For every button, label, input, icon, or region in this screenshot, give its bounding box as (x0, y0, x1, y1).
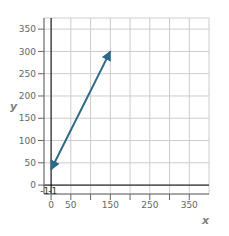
svg-text:100: 100 (19, 136, 36, 146)
svg-text:200: 200 (19, 91, 36, 101)
svg-text:150: 150 (102, 200, 119, 210)
svg-text:350: 350 (181, 200, 198, 210)
svg-text:x: x (201, 214, 210, 227)
svg-text:250: 250 (141, 200, 158, 210)
svg-text:350: 350 (19, 24, 36, 34)
svg-text:-1: -1 (40, 186, 50, 197)
svg-text:-1: -1 (48, 186, 57, 196)
svg-text:150: 150 (19, 113, 36, 123)
svg-text:0: 0 (30, 180, 36, 190)
svg-text:50: 50 (25, 158, 37, 168)
svg-text:50: 50 (65, 200, 77, 210)
svg-text:250: 250 (19, 69, 36, 79)
svg-text:y: y (10, 100, 18, 113)
svg-text:300: 300 (19, 47, 36, 57)
svg-text:0: 0 (48, 200, 54, 210)
